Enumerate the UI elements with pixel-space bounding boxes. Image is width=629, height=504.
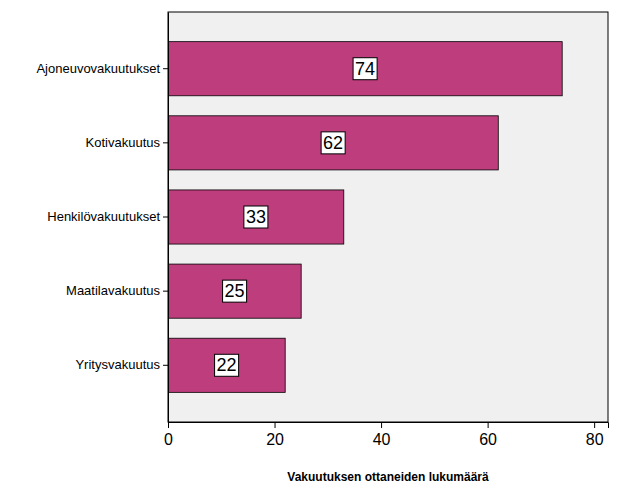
data-label-box xyxy=(223,280,247,302)
data-label: 33 xyxy=(246,207,266,227)
x-tick: 20 xyxy=(266,422,284,448)
bars xyxy=(168,42,562,393)
bar xyxy=(168,338,285,392)
x-tick-mark xyxy=(275,422,276,428)
y-tick-mark xyxy=(163,217,168,218)
x-tick: 40 xyxy=(373,422,391,448)
y-tick-mark xyxy=(163,142,168,143)
x-tick-mark xyxy=(488,422,489,428)
plot: 0 20 40 60 80 Ajoneuvovakuutukset Kotivakuutus… xyxy=(36,12,608,448)
data-labels: 74 62 33 25 22 xyxy=(215,58,378,377)
data-label-box xyxy=(353,58,377,80)
y-tick: Henkilövakuutukset xyxy=(47,209,168,224)
y-tick: Maatilavakuutus xyxy=(66,283,168,298)
x-tick-label: 60 xyxy=(479,431,497,448)
x-tick-mark xyxy=(168,422,169,428)
y-axis: Ajoneuvovakuutukset Kotivakuutus Henkilöva… xyxy=(36,13,168,423)
data-label: 62 xyxy=(323,133,343,153)
chart: 0 20 40 60 80 Ajoneuvovakuutukset Kotivakuutus… xyxy=(0,0,629,504)
data-label-box xyxy=(244,206,268,228)
x-tick-mark xyxy=(594,422,595,428)
y-tick: Kotivakuutus xyxy=(86,135,168,150)
bar xyxy=(168,42,562,96)
y-tick-label: Yritysvakuutus xyxy=(75,357,160,372)
y-tick: Ajoneuvovakuutukset xyxy=(36,61,168,76)
x-tick-mark xyxy=(381,422,382,428)
y-tick-label: Ajoneuvovakuutukset xyxy=(36,61,160,76)
x-axis-line xyxy=(169,423,609,429)
data-label-box xyxy=(321,132,345,154)
bar xyxy=(168,190,344,244)
bar xyxy=(168,116,498,170)
x-tick-label: 20 xyxy=(266,431,284,448)
y-tick-mark xyxy=(163,365,168,366)
x-tick-label: 0 xyxy=(164,431,173,448)
x-tick: 80 xyxy=(586,422,604,448)
x-tick: 0 xyxy=(164,422,173,448)
plot-frame xyxy=(168,12,608,422)
y-tick-label: Kotivakuutus xyxy=(86,135,161,150)
y-axis-line xyxy=(168,13,169,423)
y-tick-label: Henkilövakuutukset xyxy=(47,209,160,224)
y-tick-label: Maatilavakuutus xyxy=(66,283,160,298)
data-label: 25 xyxy=(225,281,245,301)
data-label: 22 xyxy=(217,355,237,375)
y-tick-mark xyxy=(163,68,168,69)
y-tick-mark xyxy=(163,291,168,292)
x-tick: 60 xyxy=(479,422,497,448)
bar xyxy=(168,264,301,318)
y-tick: Yritysvakuutus xyxy=(75,357,168,372)
x-tick-label: 40 xyxy=(373,431,391,448)
data-label: 74 xyxy=(355,59,375,79)
x-axis-title: Vakuutuksen ottaneiden lukumäärä xyxy=(287,470,489,484)
data-label-box xyxy=(215,354,239,376)
x-axis: 0 20 40 60 80 xyxy=(164,422,608,448)
x-tick-label: 80 xyxy=(586,431,604,448)
